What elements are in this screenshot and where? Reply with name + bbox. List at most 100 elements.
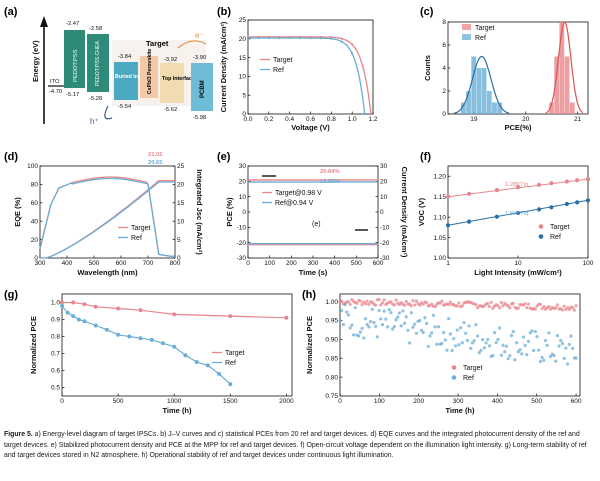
y-tick-label: 20: [239, 36, 247, 43]
jv-point: [246, 36, 250, 40]
operational-point: [418, 303, 422, 307]
stability-point: [172, 312, 177, 317]
operational-point: [355, 301, 359, 305]
operational-point: [462, 320, 466, 325]
y2-tick-label: 10: [380, 194, 388, 201]
x-tick-label: 700: [143, 260, 154, 267]
stability-point: [205, 363, 210, 368]
operational-point: [348, 302, 352, 306]
operational-point: [353, 306, 357, 310]
stability-point: [76, 317, 81, 322]
operational-point: [448, 300, 452, 304]
legend-marker: [451, 365, 457, 370]
operational-point: [506, 357, 510, 361]
operational-point: [482, 346, 486, 350]
operational-point: [562, 304, 566, 308]
chart-h: 0 100 200 300 400 500 600 0.75 0.80 0.85 0.90 0.95 1…: [305, 293, 582, 415]
operational-point: [486, 302, 490, 306]
x-tick-label: 1.0: [348, 116, 357, 123]
y-tick-label: 30: [239, 163, 247, 170]
x-axis-label: Time (s): [299, 268, 328, 277]
stability-point: [82, 302, 87, 307]
buried-name: Buried Interface: [115, 74, 155, 80]
operational-point: [511, 301, 515, 305]
y-tick-label: 0.9: [51, 317, 60, 324]
y-tick-label: 80: [31, 182, 39, 189]
y-tick-label: 20: [31, 237, 39, 244]
y-axis-label: Normalized PCE: [29, 316, 38, 374]
operational-point: [394, 318, 398, 322]
legend-label: Ref: [131, 235, 142, 242]
chart-e: 0 100 200 300 400 500 600-30-20-100102030-30-2…: [225, 163, 409, 277]
y-axis-label: Normalized PCE: [305, 316, 314, 374]
stability-point: [104, 327, 109, 332]
jv-point: [351, 43, 354, 46]
y2-tick-label: -30: [380, 255, 390, 262]
voc-point: [466, 219, 472, 224]
operational-point: [351, 333, 356, 337]
operational-point: [363, 317, 368, 321]
y-tick-label: 25: [239, 17, 247, 24]
operational-point: [382, 298, 386, 302]
operational-point: [464, 331, 468, 335]
legend-marker: [451, 375, 457, 380]
y2-tick-label: 0: [177, 255, 181, 262]
operational-point: [402, 321, 407, 325]
pedot-bar: [64, 30, 85, 88]
legend-label: Ref: [273, 67, 284, 74]
x-tick-label: 500: [531, 398, 542, 405]
stability-point: [71, 314, 76, 319]
operational-point: [487, 344, 492, 348]
pedot-top: -2.47: [66, 21, 79, 27]
operational-point: [377, 298, 381, 302]
top-interface-bottom: -5.62: [164, 107, 177, 113]
operational-point: [435, 342, 439, 346]
operational-point: [555, 303, 559, 307]
operational-point: [372, 320, 376, 325]
voc-point: [549, 181, 554, 186]
operational-point: [564, 346, 568, 350]
hist-bar: [559, 22, 565, 114]
operational-point: [518, 348, 522, 352]
operational-point: [499, 300, 503, 305]
operational-point: [572, 308, 576, 312]
jv-point: [298, 36, 302, 40]
operational-point: [404, 299, 408, 304]
operational-point: [516, 306, 520, 310]
legend-marker: [538, 224, 544, 229]
operational-point: [367, 302, 371, 306]
operational-point: [508, 306, 512, 310]
operational-point: [472, 339, 476, 343]
y-tick-label: 0.7: [51, 351, 60, 358]
operational-point: [501, 343, 505, 347]
integrated-jsc-curve: [40, 179, 175, 259]
operational-point: [430, 302, 434, 306]
operational-point: [345, 310, 349, 314]
slope-annotation-target: 1.28KT/q: [505, 182, 529, 188]
voc-point: [536, 207, 542, 212]
y-tick-label: 0.90: [325, 337, 338, 344]
x-tick-label: 0.8: [327, 116, 336, 123]
x-tick-label: 500: [351, 260, 362, 267]
operational-point: [501, 304, 505, 308]
operational-point: [346, 313, 351, 317]
caption-text: a) Energy-level diagram of target IPSCs.…: [4, 431, 587, 460]
hist-bar: [460, 102, 466, 114]
stability-point: [149, 337, 154, 342]
operational-point: [362, 336, 366, 340]
jv-point: [340, 40, 343, 43]
y-tick-label: 0.95: [325, 318, 338, 325]
x-tick-label: 19: [470, 116, 478, 123]
panel-label-d: (d): [4, 151, 18, 163]
operational-point: [423, 316, 427, 320]
operational-point: [413, 303, 417, 307]
operational-point: [554, 306, 558, 310]
x-tick-label: 21: [574, 116, 582, 123]
stability-point: [138, 336, 143, 341]
operational-point: [508, 354, 512, 358]
jv-point: [309, 36, 312, 40]
y-tick-label: -10: [237, 225, 247, 232]
operational-point: [436, 325, 441, 329]
legend-label: Ref: [225, 360, 236, 367]
stability-point: [71, 300, 76, 305]
